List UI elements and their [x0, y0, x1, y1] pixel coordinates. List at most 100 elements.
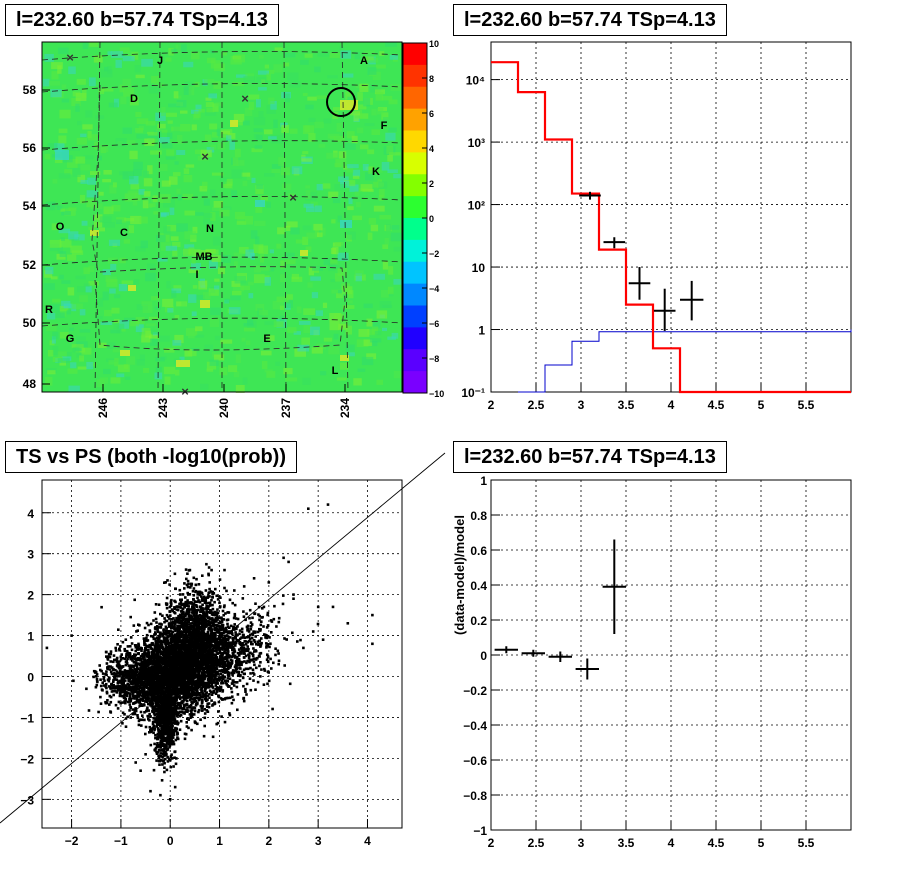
scatter-point — [201, 692, 204, 695]
map-noise-patch — [255, 236, 260, 245]
map-noise-patch — [104, 66, 109, 72]
scatter-point — [182, 612, 185, 615]
map-noise-patch — [59, 109, 71, 119]
scatter-point — [176, 690, 179, 694]
scatter-point — [128, 695, 132, 698]
map-noise-patch — [170, 236, 179, 241]
scatter-point — [212, 644, 216, 647]
map-x-tick-label: 243 — [156, 398, 170, 418]
scatter-point — [191, 708, 194, 712]
map-noise-patch — [213, 201, 223, 208]
map-noise-patch — [235, 354, 241, 363]
scatter-point — [128, 696, 132, 699]
map-noise-patch — [206, 368, 214, 372]
scatter-point — [151, 661, 155, 665]
map-noise-patch — [388, 127, 397, 132]
map-noise-patch — [246, 340, 251, 345]
map-noise-patch — [230, 295, 241, 301]
map-noise-patch — [183, 175, 193, 183]
scatter-point — [164, 668, 168, 672]
scatter-point — [124, 663, 128, 667]
scatter-point — [167, 661, 171, 664]
map-noise-patch — [195, 326, 203, 332]
scatter-point — [180, 683, 183, 687]
scatter-point — [176, 653, 179, 657]
scatter-point — [159, 622, 162, 626]
map-noise-patch — [352, 169, 361, 177]
scatter-point — [148, 643, 151, 647]
scatter-point — [172, 683, 176, 687]
map-y-tick-label: 54 — [23, 199, 37, 213]
scatter-point — [130, 682, 134, 686]
map-noise-patch — [102, 179, 112, 183]
scatter-point — [149, 727, 153, 730]
map-noise-patch — [285, 256, 296, 265]
map-noise-patch — [302, 92, 308, 97]
map-noise-patch — [352, 215, 362, 221]
map-noise-patch — [154, 83, 165, 88]
scatter-point — [224, 626, 228, 630]
map-noise-patch — [135, 324, 144, 333]
map-noise-patch — [373, 181, 384, 188]
scatter-point — [117, 700, 121, 704]
map-noise-patch — [169, 207, 175, 216]
scatter-point — [176, 676, 179, 679]
map-noise-patch — [345, 344, 355, 352]
scatter-point — [161, 661, 165, 665]
map-noise-patch — [97, 342, 107, 348]
scatter-point — [162, 640, 166, 643]
scatter-point — [173, 607, 176, 611]
map-noise-patch — [69, 147, 80, 151]
scatter-point — [190, 692, 193, 695]
scatter-point — [144, 725, 148, 729]
map-y-tick-label: 56 — [23, 141, 37, 155]
map-noise-patch — [174, 315, 180, 319]
scatter-point — [200, 646, 204, 650]
scatter-point — [158, 650, 162, 653]
map-noise-patch — [231, 169, 243, 179]
map-noise-patch — [105, 275, 111, 282]
map-noise-patch — [192, 226, 198, 234]
map-noise-patch — [75, 93, 87, 101]
map-noise-patch — [74, 234, 85, 241]
scatter-point — [126, 669, 130, 673]
map-noise-patch — [338, 323, 348, 330]
map-noise-patch — [212, 236, 221, 246]
scatter-point — [209, 684, 213, 688]
map-hotspot — [200, 300, 210, 308]
map-noise-patch — [387, 336, 396, 340]
map-noise-patch — [59, 239, 72, 248]
map-noise-patch — [104, 309, 112, 317]
map-noise-patch — [260, 254, 264, 263]
map-noise-patch — [338, 176, 349, 182]
scatter-point — [232, 698, 235, 702]
scatter-point — [131, 655, 135, 658]
scatter-point — [129, 716, 132, 719]
scatter-point — [168, 665, 172, 669]
map-region-label: R — [45, 304, 53, 316]
scatter-point — [168, 652, 171, 655]
scatter-point — [207, 705, 211, 709]
scatter-point — [109, 700, 113, 704]
scatter-point — [222, 631, 225, 635]
map-noise-patch — [266, 69, 275, 74]
scatter-point — [163, 617, 166, 620]
map-noise-patch — [382, 244, 389, 249]
colorbar-cell — [403, 239, 427, 263]
map-noise-patch — [372, 320, 381, 329]
map-noise-patch — [347, 164, 359, 169]
map-region-label: L — [332, 365, 339, 377]
scatter-point — [148, 699, 152, 702]
map-noise-patch — [190, 51, 200, 60]
map-noise-patch — [203, 212, 213, 219]
map-noise-patch — [135, 128, 144, 133]
scatter-point — [189, 698, 192, 702]
map-noise-patch — [302, 225, 312, 231]
map-noise-patch — [208, 288, 219, 296]
scatter-point — [164, 652, 167, 656]
scatter-point — [184, 630, 188, 633]
scatter-point — [154, 701, 158, 704]
scatter-point — [157, 658, 161, 661]
scatter-point — [157, 645, 161, 649]
